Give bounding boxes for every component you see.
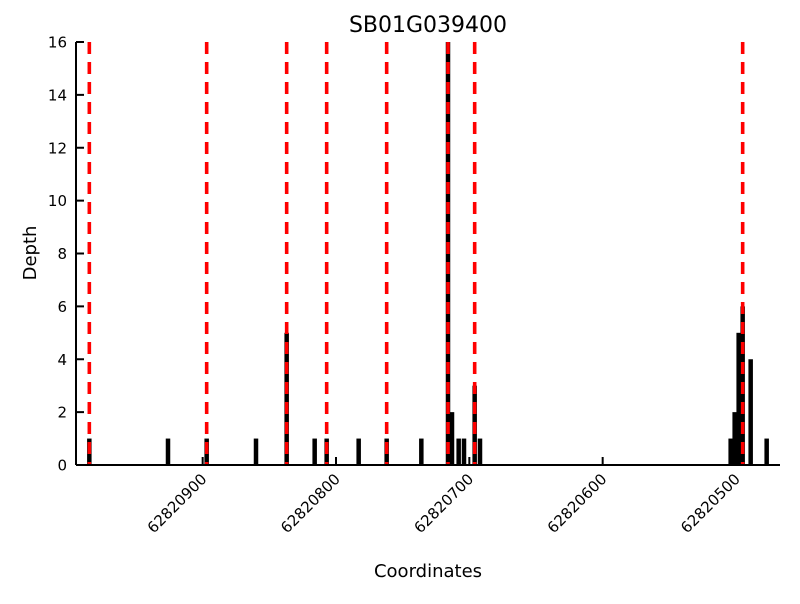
coverage-bar (312, 438, 317, 465)
coverage-bar (764, 438, 769, 465)
coverage-bar (461, 438, 467, 465)
x-tick-label: 62820800 (277, 470, 344, 537)
coverage-bar (165, 438, 171, 465)
x-tick-label: 62820900 (144, 470, 211, 537)
x-tick-label: 62820700 (410, 470, 477, 537)
coverage-bar (356, 438, 361, 465)
x-tick-label: 62820500 (677, 470, 744, 537)
y-tick-label: 0 (57, 457, 67, 475)
y-tick-label: 2 (57, 404, 67, 422)
coverage-bar (253, 438, 259, 465)
plot-area: 0 2 4 6 8 10 12 14 16 62820900 62820800 62820700 628… (48, 34, 780, 537)
y-axis-label: Depth (20, 226, 41, 281)
y-tick-label: 6 (57, 298, 67, 316)
coverage-bar (736, 332, 741, 465)
coverage-bar (732, 412, 737, 466)
coverage-bar (449, 412, 455, 466)
coverage-bar (748, 359, 753, 465)
y-tick-label: 16 (48, 34, 67, 52)
coverage-bar (419, 438, 424, 465)
coverage-bar (728, 438, 733, 465)
y-tick-label: 12 (48, 139, 67, 157)
tick-labels-layer: 0 2 4 6 8 10 12 14 16 62820900 62820800 62820700 628… (48, 34, 744, 537)
y-tick-label: 4 (57, 351, 67, 369)
x-tick-label: 62820600 (544, 470, 611, 537)
variant-lines-layer (87, 42, 745, 465)
chart-title: SB01G039400 (349, 13, 507, 38)
y-tick-label: 14 (48, 86, 67, 104)
y-tick-label: 10 (48, 192, 67, 210)
coverage-bar (456, 438, 461, 465)
axes-layer (75, 41, 780, 466)
x-axis-label: Coordinates (374, 561, 482, 582)
coverage-bar (477, 438, 483, 465)
coverage-bar (284, 332, 289, 465)
y-tick-label: 8 (57, 245, 67, 263)
bars-layer (87, 42, 769, 466)
